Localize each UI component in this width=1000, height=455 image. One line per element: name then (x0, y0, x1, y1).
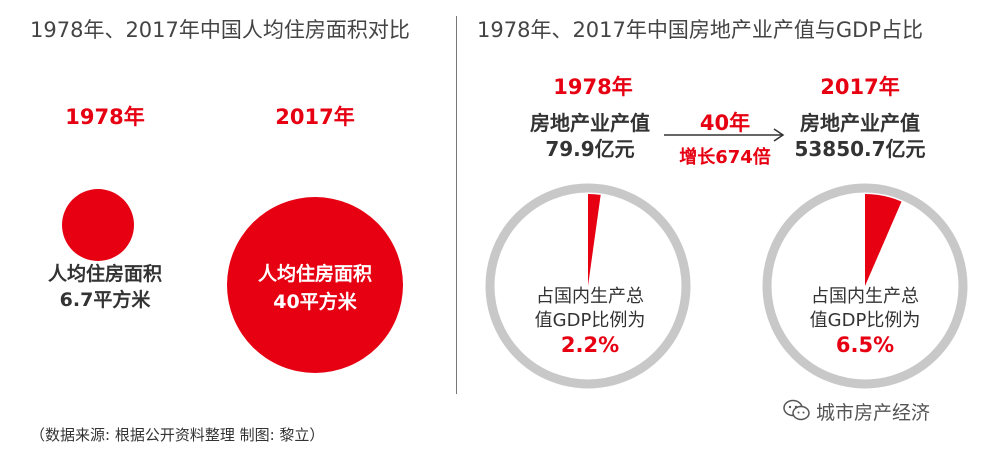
left-label-1978-line2: 6.7平方米 (59, 289, 151, 311)
gdp-share-pies (485, 183, 968, 389)
pie-ring-1978 (485, 183, 691, 389)
left-chart-title: 1978年、2017年中国人均住房面积对比 (30, 18, 410, 42)
right-output-1978-line1: 房地产业产值 (530, 111, 650, 135)
left-year-1978: 1978年 (65, 105, 145, 129)
pie-ring-2017 (762, 183, 968, 389)
right-chart-title: 1978年、2017年中国房地产业产值与GDP占比 (477, 18, 923, 42)
share-value-2017: 6.5% (835, 333, 895, 357)
left-label-1978-line1: 人均住房面积 (47, 263, 162, 285)
share-label-1978: 占国内生产总 值GDP比例为 2.2% (520, 285, 660, 357)
right-year-1978: 1978年 (553, 75, 633, 99)
share-label-2017-line1: 占国内生产总 (811, 286, 919, 307)
share-label-2017: 占国内生产总 值GDP比例为 6.5% (795, 285, 935, 357)
left-label-2017-line1: 人均住房面积 (257, 263, 372, 285)
share-value-1978: 2.2% (560, 333, 620, 357)
left-label-2017: 人均住房面积 40平方米 (230, 260, 400, 316)
left-label-1978: 人均住房面积 6.7平方米 (20, 261, 190, 313)
wechat-icon (783, 399, 810, 421)
arrow-years-label: 40年 (699, 111, 751, 135)
watermark: 城市房产经济 (782, 396, 992, 426)
source-note: （数据来源: 根据公开资料整理 制图: 黎立） (30, 426, 325, 444)
left-year-2017: 2017年 (275, 105, 355, 129)
growth-arrow-icon (664, 128, 785, 142)
pie-slice-1978 (588, 194, 601, 286)
share-label-1978-line1: 占国内生产总 (536, 286, 644, 307)
housing-area-bubbles (62, 189, 403, 373)
pie-slice-2017 (865, 194, 902, 286)
share-label-1978-line2: 值GDP比例为 (534, 310, 646, 331)
bubble-2017 (227, 197, 403, 373)
right-output-2017-line2: 53850.7亿元 (794, 137, 926, 161)
growth-multiple-label: 增长674倍 (679, 147, 771, 168)
panel-divider (456, 16, 457, 394)
right-output-2017: 房地产业产值 53850.7亿元 (770, 110, 950, 162)
right-output-2017-line1: 房地产业产值 (800, 111, 920, 135)
bubble-1978 (62, 189, 134, 261)
right-year-2017: 2017年 (820, 75, 900, 99)
right-output-1978-line2: 79.9亿元 (545, 137, 635, 161)
left-label-2017-line2: 40平方米 (273, 291, 357, 313)
watermark-text: 城市房产经济 (816, 402, 931, 424)
right-output-1978: 房地产业产值 79.9亿元 (505, 110, 675, 162)
share-label-2017-line2: 值GDP比例为 (809, 310, 921, 331)
